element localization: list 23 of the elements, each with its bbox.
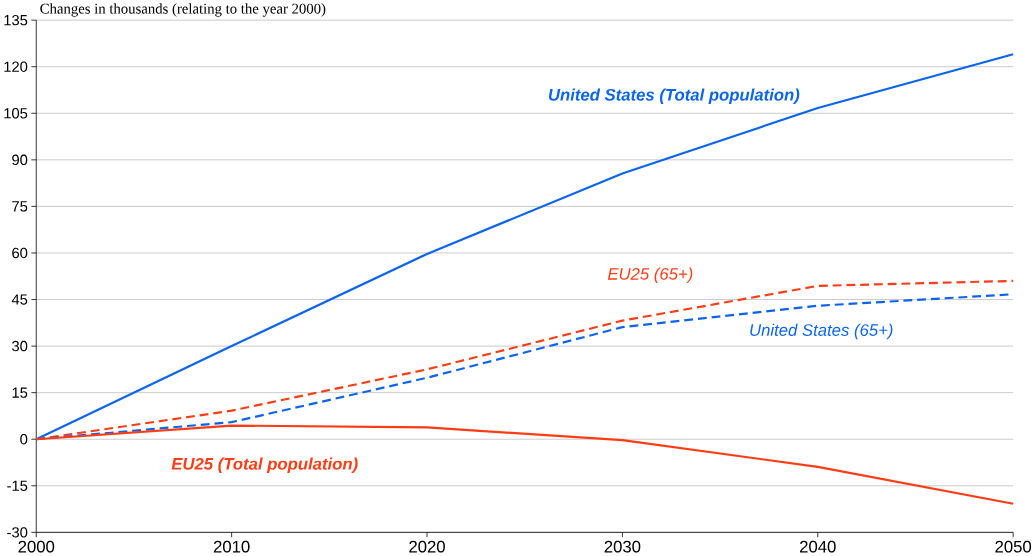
series-label: United States (Total population) bbox=[548, 88, 800, 105]
series-label: EU25 (Total population) bbox=[171, 457, 358, 474]
series-label: EU25 (65+) bbox=[607, 267, 693, 284]
series-label: United States (65+) bbox=[750, 323, 893, 340]
x-tick-label: 2040 bbox=[800, 540, 836, 553]
y-tick-label: 90 bbox=[12, 154, 28, 166]
x-tick-label: 2050 bbox=[995, 540, 1032, 553]
y-tick-label: -15 bbox=[7, 480, 28, 491]
y-tick-label: 45 bbox=[11, 294, 28, 305]
y-tick-label: 15 bbox=[12, 387, 28, 398]
y-tick-label: 75 bbox=[12, 201, 28, 212]
x-tick-label: 2030 bbox=[604, 540, 641, 553]
y-tick-label: 105 bbox=[4, 108, 28, 119]
y-axis-title: Changes in thousands (relating to the year 2000) bbox=[40, 3, 326, 17]
y-tick-label: 60 bbox=[12, 247, 28, 259]
y-tick-label: 30 bbox=[12, 340, 28, 352]
y-tick-label: 120 bbox=[4, 61, 28, 73]
x-tick-label: 2010 bbox=[213, 540, 250, 553]
x-tick-label: 2000 bbox=[18, 540, 55, 553]
y-tick-label: -30 bbox=[7, 527, 28, 538]
y-tick-label: 135 bbox=[4, 15, 28, 26]
x-tick-label: 2020 bbox=[409, 540, 445, 553]
y-tick-label: 0 bbox=[20, 434, 28, 445]
